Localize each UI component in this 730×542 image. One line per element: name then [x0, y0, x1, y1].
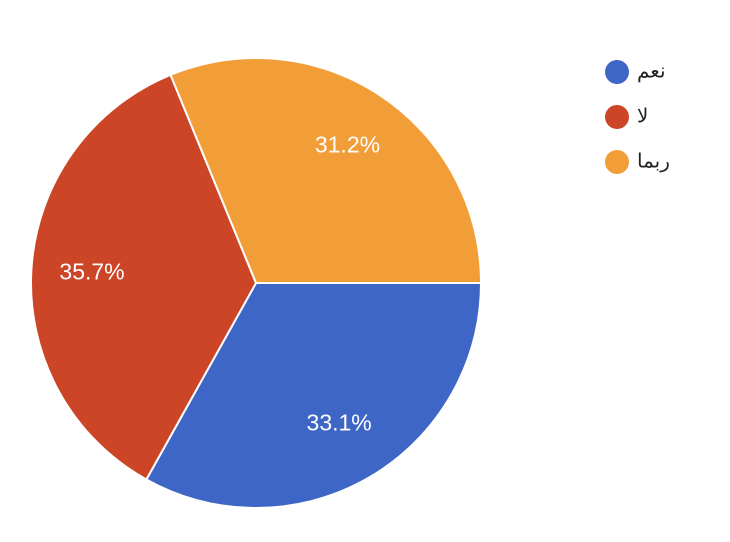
- legend-swatch: [605, 60, 629, 84]
- slice-label: 35.7%: [59, 258, 124, 284]
- legend-label: نعم: [637, 60, 666, 82]
- pie-slice: [145, 282, 483, 509]
- legend-label: لا: [637, 105, 648, 127]
- slice-label: 33.1%: [307, 410, 372, 436]
- slice-label: 31.2%: [315, 132, 380, 158]
- legend-swatch: [605, 150, 629, 174]
- pie-slice: [169, 57, 483, 284]
- legend-label: ربما: [637, 150, 670, 172]
- pie-slice: [30, 73, 258, 481]
- legend-swatch: [605, 105, 629, 129]
